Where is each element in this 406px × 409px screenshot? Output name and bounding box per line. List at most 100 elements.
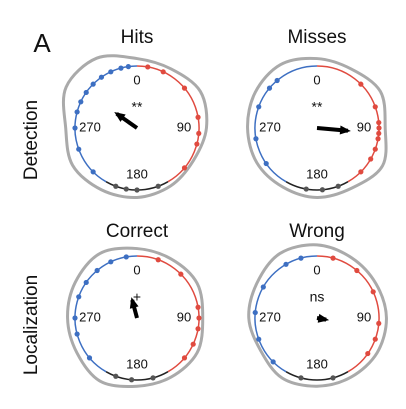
density-outline bbox=[61, 54, 209, 200]
data-point bbox=[196, 315, 202, 321]
data-point bbox=[256, 336, 262, 342]
mean-vector-head bbox=[339, 125, 351, 135]
significance: ** bbox=[312, 99, 323, 115]
chart-title: Wrong bbox=[289, 221, 345, 242]
circle-arc bbox=[254, 65, 318, 183]
data-point bbox=[108, 259, 114, 265]
angle-label: 270 bbox=[259, 309, 281, 324]
data-point bbox=[330, 255, 336, 261]
data-point bbox=[375, 136, 381, 142]
significance: ns bbox=[310, 289, 325, 305]
data-point bbox=[372, 336, 378, 342]
data-point bbox=[74, 109, 80, 115]
data-point bbox=[195, 304, 201, 310]
data-point bbox=[358, 81, 364, 87]
mean-vector bbox=[316, 125, 351, 135]
angle-label: 0 bbox=[313, 262, 320, 277]
data-point bbox=[181, 165, 188, 171]
density-outline bbox=[247, 243, 388, 388]
angle-label: 180 bbox=[306, 356, 328, 371]
data-point bbox=[98, 74, 105, 80]
data-point bbox=[376, 130, 382, 137]
data-point bbox=[125, 64, 131, 70]
data-point bbox=[113, 183, 119, 189]
data-point bbox=[368, 156, 374, 162]
chart-title: Hits bbox=[121, 27, 154, 48]
data-point bbox=[330, 375, 336, 381]
circle-arc bbox=[105, 371, 169, 381]
angle-label: 0 bbox=[133, 262, 140, 277]
data-point bbox=[123, 254, 129, 260]
data-point bbox=[335, 183, 341, 189]
circle-arc bbox=[316, 255, 380, 373]
row-label: Detection bbox=[21, 100, 42, 180]
circle-arc bbox=[285, 181, 349, 191]
mean-vector bbox=[114, 112, 139, 130]
mean-vector-head bbox=[129, 297, 139, 309]
data-point bbox=[370, 289, 376, 295]
density-outline bbox=[246, 56, 388, 199]
angle-label: 270 bbox=[259, 119, 281, 134]
data-point bbox=[108, 69, 114, 75]
angle-label: 270 bbox=[79, 309, 101, 324]
data-point bbox=[298, 375, 304, 381]
data-point bbox=[256, 104, 262, 110]
data-point bbox=[190, 341, 196, 347]
data-point bbox=[83, 279, 89, 286]
data-point bbox=[196, 130, 202, 137]
data-point bbox=[113, 373, 119, 379]
data-point bbox=[260, 284, 266, 290]
data-point bbox=[283, 261, 289, 267]
data-point bbox=[358, 169, 364, 175]
data-point bbox=[195, 326, 201, 332]
data-point bbox=[155, 257, 161, 263]
circle-arc bbox=[285, 371, 349, 381]
data-point bbox=[372, 146, 378, 152]
data-point bbox=[123, 186, 129, 192]
data-point bbox=[72, 125, 78, 131]
data-point bbox=[160, 69, 166, 75]
data-point bbox=[253, 136, 259, 142]
angle-label: 90 bbox=[177, 119, 191, 134]
data-point bbox=[365, 350, 371, 357]
data-point bbox=[83, 89, 89, 96]
angle-label: 180 bbox=[306, 166, 328, 181]
angle-label: 90 bbox=[177, 309, 191, 324]
data-point bbox=[72, 315, 78, 321]
mean-vector-head bbox=[114, 112, 126, 122]
data-point bbox=[76, 294, 82, 300]
data-point bbox=[181, 85, 188, 91]
data-point bbox=[86, 355, 93, 361]
significance: ** bbox=[132, 99, 143, 115]
data-point bbox=[145, 64, 151, 70]
angle-label: 90 bbox=[357, 309, 371, 324]
data-point bbox=[90, 169, 96, 175]
data-point bbox=[376, 320, 382, 327]
data-point bbox=[118, 65, 124, 71]
data-point bbox=[74, 331, 80, 337]
data-point bbox=[150, 375, 156, 381]
chart-title: Misses bbox=[287, 27, 346, 48]
data-point bbox=[181, 355, 188, 361]
data-point bbox=[195, 114, 201, 120]
angle-label: 180 bbox=[126, 356, 148, 371]
data-point bbox=[266, 85, 273, 91]
data-point bbox=[274, 77, 280, 84]
significance: + bbox=[133, 289, 141, 305]
data-point bbox=[263, 160, 269, 167]
data-point bbox=[252, 309, 258, 316]
data-point bbox=[319, 187, 326, 193]
circle-arc bbox=[316, 65, 380, 183]
data-point bbox=[78, 99, 84, 105]
data-point bbox=[90, 81, 96, 87]
data-point bbox=[372, 104, 378, 110]
mean-vector bbox=[316, 313, 330, 323]
data-point bbox=[194, 141, 200, 147]
data-point bbox=[270, 359, 276, 365]
row-label: Localization bbox=[21, 275, 42, 375]
data-point bbox=[155, 183, 161, 189]
mean-vector-head bbox=[317, 313, 330, 323]
data-point bbox=[376, 125, 382, 131]
angle-label: 0 bbox=[133, 72, 140, 87]
